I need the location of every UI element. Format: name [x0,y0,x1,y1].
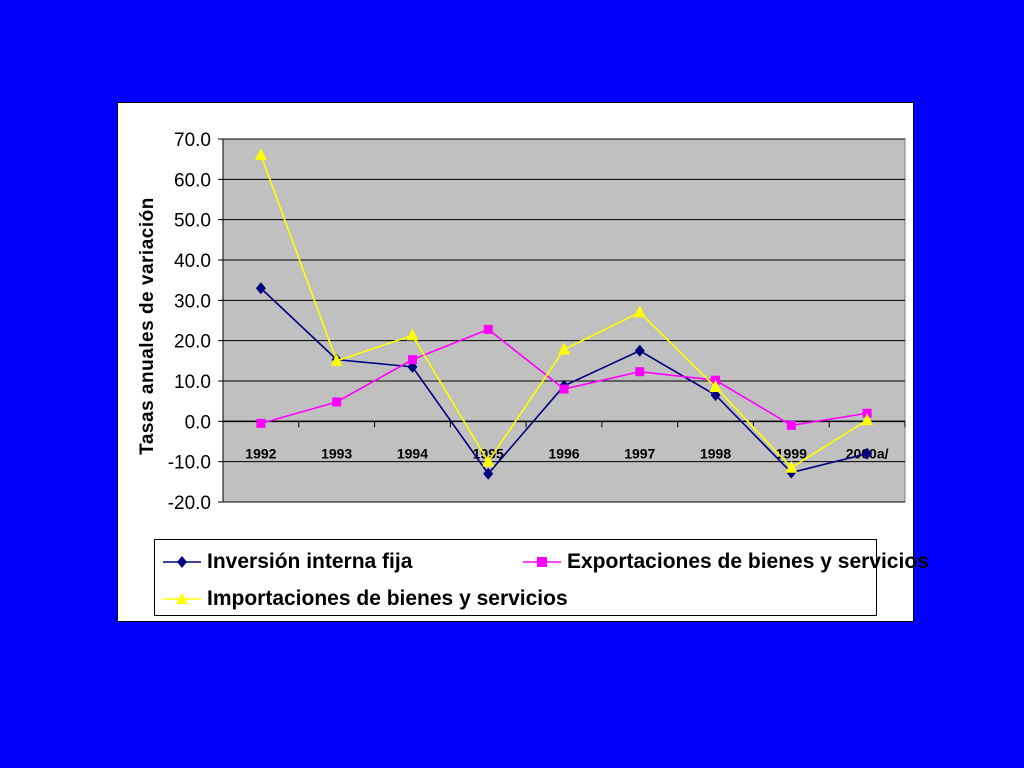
legend-item-exportaciones: Exportaciones de bienes y servicios [521,550,929,574]
data-point [254,148,267,161]
data-point [256,418,266,428]
data-point [483,467,494,480]
data-point [785,460,798,473]
data-point [786,420,796,430]
y-axis-ticks: -20.0 -10.0 0.0 10.0 20.0 30.0 40.0 50.0 60.0 70.… [168,130,224,514]
data-point [709,380,722,393]
gridlines [223,138,905,503]
data-point [558,342,570,355]
legend: Inversión interna fija Exportaciones de … [154,539,929,616]
x-tick-label: 1992 [245,445,276,461]
plot-area [222,138,906,503]
data-point [633,305,646,318]
x-tick-label: 1998 [700,445,731,461]
data-point [862,447,873,460]
data-point [710,389,721,402]
x-tick-label: 1997 [624,445,655,461]
legend-label-inversion: Inversión interna fija [207,550,413,573]
data-point [635,367,645,377]
x-tick-label: 1999 [776,445,807,461]
legend-label-exportaciones: Exportaciones de bienes y servicios [567,550,929,573]
legend-swatch-diamond [163,556,201,568]
data-point [255,282,266,295]
y-tick-label: 50.0 [174,211,211,232]
y-tick-label: 70.0 [174,130,211,151]
data-point [330,353,343,366]
data-point [861,413,874,426]
y-tick-label: 10.0 [174,372,211,393]
legend-swatch-triangle [163,593,201,604]
x-tick-label: 1996 [548,445,579,461]
y-tick-label: 40.0 [174,251,211,272]
legend-item-importaciones: Importaciones de bienes y servicios [161,587,568,611]
y-tick-label: -20.0 [168,493,211,514]
data-point [332,397,342,407]
data-point [483,324,493,334]
y-tick-label: 0.0 [185,412,211,433]
data-point [407,355,417,365]
data-point [634,344,645,357]
data-point [559,384,569,394]
legend-label-importaciones: Importaciones de bienes y servicios [207,587,568,610]
x-tick-label: 1994 [397,445,428,461]
legend-item-inversion: Inversión interna fija [161,550,412,574]
data-point [406,328,419,341]
x-tick-label: 1993 [321,445,352,461]
y-tick-label: 60.0 [174,170,211,191]
y-tick-label: 20.0 [174,332,211,353]
y-tick-label: -10.0 [168,453,211,474]
series-layer [254,148,874,480]
y-tick-label: 30.0 [174,291,211,312]
chart-frame: -20.0 -10.0 0.0 10.0 20.0 30.0 40.0 50.0 60.0 70.… [117,102,929,622]
line-chart: -20.0 -10.0 0.0 10.0 20.0 30.0 40.0 50.0 60.0 70.… [137,130,906,514]
legend-swatch-square [523,557,561,567]
data-point [482,454,495,467]
series-2 [254,148,874,473]
y-axis-label: Tasas anuales de variación [137,197,158,455]
